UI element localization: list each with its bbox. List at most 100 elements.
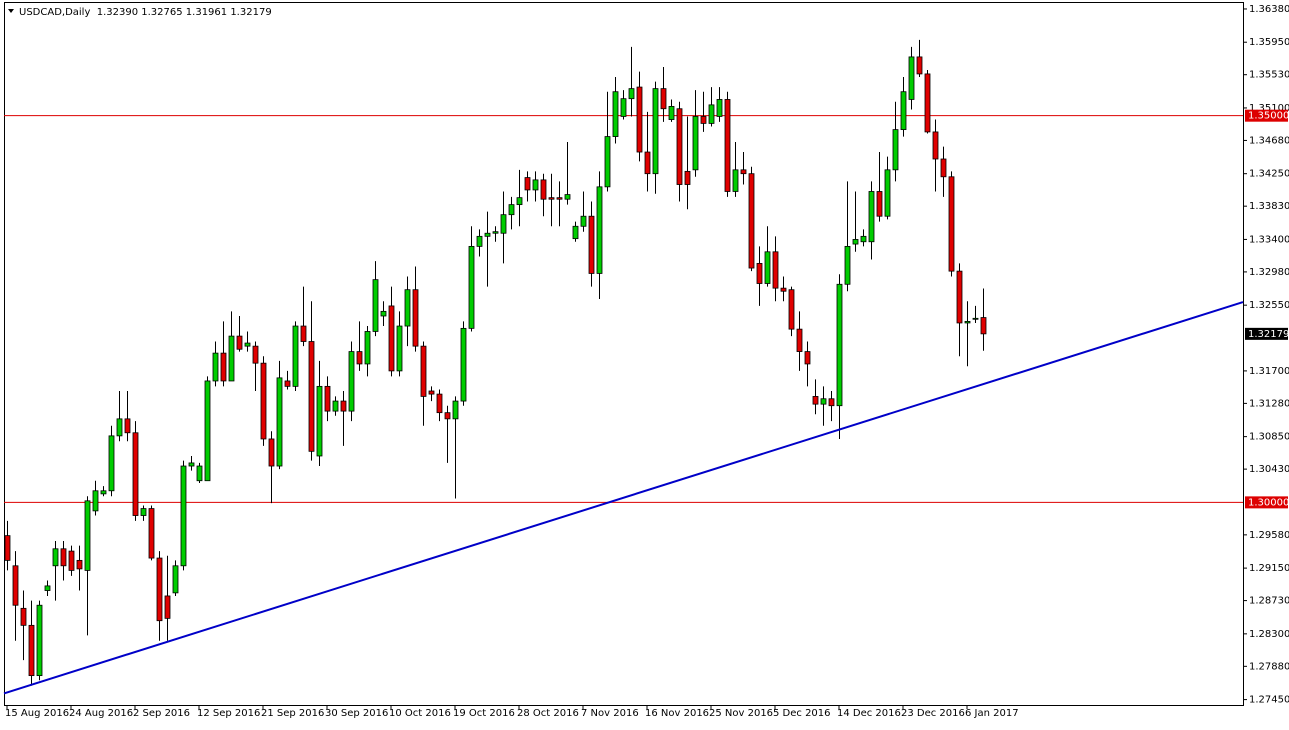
candle-body [92,490,99,512]
candle-body [276,377,283,467]
candle-body [596,186,603,274]
y-tick-label: 1.32980 [1249,267,1289,278]
candle-body [196,465,203,482]
y-tick-label: 1.27450 [1249,695,1289,706]
candle-body [44,585,51,591]
candle-body [692,116,699,171]
candle-body [828,398,835,407]
candle-body [428,390,435,395]
candle-body [412,289,419,347]
candle-body [340,400,347,412]
candle-body [356,351,363,365]
candle-body [548,197,555,200]
candle-body [444,412,451,420]
candle-body [68,550,75,571]
y-tick-label: 1.34680 [1249,135,1289,146]
y-tick-label: 1.27880 [1249,661,1289,672]
candle-body [460,327,467,402]
candle-body [76,559,83,570]
candle-body [764,251,771,284]
candle-body [20,607,27,626]
price-label-box [1245,109,1288,122]
candle-body [860,235,867,243]
price-label: 1.30000 [1248,497,1289,508]
y-tick-label: 1.32550 [1249,300,1289,311]
candle-body [388,305,395,372]
candle-body [972,317,979,320]
last-price-box [1245,327,1288,340]
candle-body [812,396,819,405]
y-tick-label: 1.34250 [1249,169,1289,180]
candle-body [12,565,19,606]
x-tick-label: 14 Dec 2016 [837,708,901,719]
candle-body [900,91,907,131]
candle-body [236,335,243,350]
x-tick-label: 25 Nov 2016 [709,708,773,719]
candle-body [796,328,803,352]
candle-body [212,352,219,382]
candle-body [940,158,947,178]
candle-body [100,490,107,495]
candle-body [300,325,307,342]
candle-body [420,345,427,397]
candle-body [244,342,251,347]
candle-body [508,204,515,216]
candle-body [172,565,179,594]
candle-body [156,557,163,622]
candle-body [884,169,891,217]
candle-body [332,400,339,412]
y-tick-label: 1.35950 [1249,37,1289,48]
candle-body [652,88,659,175]
candle-body [372,279,379,332]
menu-arrow[interactable] [8,9,14,13]
candle-body [500,214,507,234]
y-tick-label: 1.28730 [1249,596,1289,607]
y-tick-label: 1.31700 [1249,366,1289,377]
x-tick-label: 2 Sep 2016 [133,708,190,719]
candle-body [892,129,899,171]
candle-body [820,398,827,405]
x-tick-label: 7 Nov 2016 [581,708,639,719]
y-tick-label: 1.31280 [1249,398,1289,409]
candle-body [252,345,259,364]
plot-frame [4,2,1244,706]
candle-body [452,400,459,420]
candle-body [956,270,963,324]
candle-body [572,225,579,240]
candle-body [164,595,171,619]
candle-body [604,136,611,188]
candle-body [732,169,739,192]
x-tick-label: 28 Oct 2016 [517,708,579,719]
y-tick-label: 1.29580 [1249,530,1289,541]
candle-body [916,56,923,75]
candle-body [268,438,275,467]
candle-body [868,191,875,243]
last-price-label: 1.32179 [1248,329,1289,340]
candle-body [620,98,627,117]
candle-body [676,108,683,185]
candle-body [660,88,667,110]
candle-body [260,362,267,440]
price-label: 1.35000 [1248,111,1289,122]
candle-body [844,245,851,285]
y-tick-label: 1.30850 [1249,432,1289,443]
x-tick-label: 12 Sep 2016 [197,708,260,719]
x-tick-label: 21 Sep 2016 [261,708,324,719]
candle-body [684,170,691,185]
candle-body [476,235,483,247]
x-tick-label: 10 Oct 2016 [389,708,451,719]
candle-body [564,194,571,200]
candle-body [740,169,747,175]
candle-body [124,418,131,434]
y-tick-label: 1.35530 [1249,70,1289,81]
candle-body [780,287,787,292]
candle-body [284,380,291,387]
candle-body [580,215,587,227]
candle-body [924,73,931,133]
candle-body [84,500,91,571]
candle-body [108,435,115,492]
candle-body [180,465,187,567]
chart-title: USDCAD,Daily 1.32390 1.32765 1.31961 1.3… [19,7,272,18]
y-tick-label: 1.35100 [1249,103,1289,114]
